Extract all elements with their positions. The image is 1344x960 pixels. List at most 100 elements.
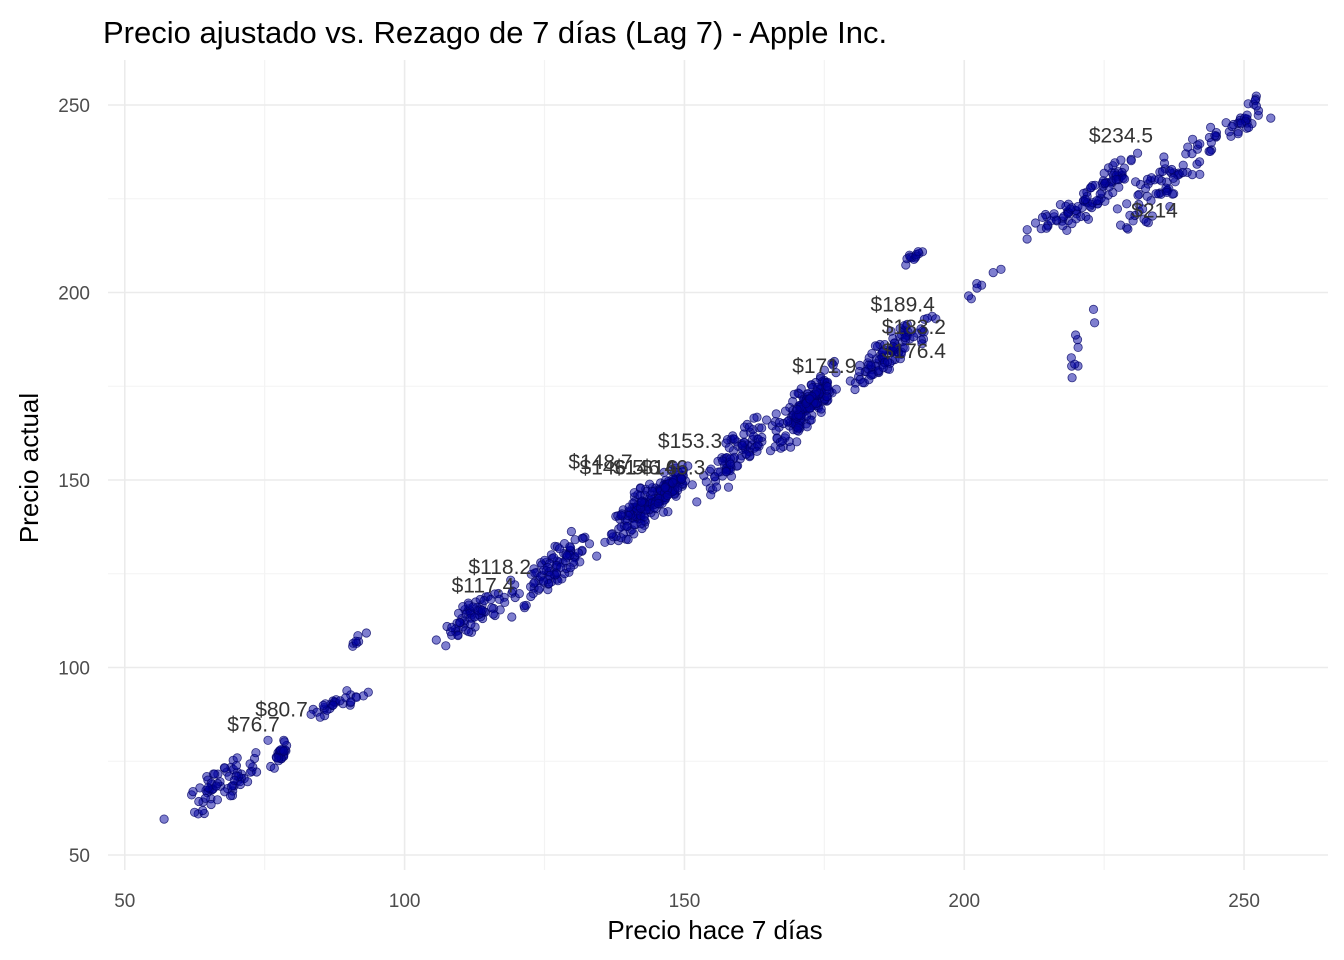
data-point [796, 384, 806, 394]
point-annotation: $146.6 [613, 456, 677, 479]
point-annotation: $234.5 [1089, 125, 1153, 148]
x-tick-label: 200 [948, 891, 980, 912]
data-point [1067, 373, 1077, 383]
data-point [870, 341, 881, 351]
data-point [900, 343, 910, 353]
x-tick-label: 50 [114, 891, 135, 912]
data-point [470, 612, 480, 622]
axis-ticks: 50 100 150 200 250 50 100 150 200 250 [58, 96, 1260, 912]
data-point [913, 247, 923, 257]
data-point [543, 562, 553, 573]
data-point [1178, 167, 1188, 178]
data-point [279, 746, 289, 756]
data-point [447, 622, 457, 633]
data-point [1123, 224, 1133, 234]
data-point [194, 796, 204, 807]
data-point [741, 449, 751, 459]
data-point [1037, 212, 1048, 222]
data-point [858, 377, 868, 388]
data-point [793, 423, 803, 433]
data-point [662, 490, 673, 501]
data-point [1162, 187, 1172, 197]
data-point [780, 431, 791, 441]
data-point [1114, 182, 1124, 192]
data-point [1030, 218, 1041, 228]
data-point [1266, 113, 1276, 123]
data-point [725, 459, 736, 469]
data-point [1049, 209, 1059, 219]
data-point [1138, 204, 1148, 214]
data-point [431, 635, 441, 645]
data-point [771, 409, 781, 419]
data-point [972, 283, 982, 293]
data-point [1210, 131, 1220, 141]
data-point [1233, 129, 1243, 139]
data-point [1090, 180, 1100, 190]
data-point [519, 601, 529, 611]
data-point [1165, 202, 1175, 212]
data-point [500, 597, 510, 608]
y-tick-label: 200 [58, 284, 90, 305]
data-point [692, 497, 702, 507]
data-point [556, 562, 566, 572]
data-point [1058, 221, 1068, 231]
point-annotation: $146.5 [580, 456, 644, 479]
data-point [831, 384, 841, 394]
data-point [1090, 318, 1100, 328]
data-point [358, 691, 368, 701]
data-point [565, 563, 576, 573]
data-point [1236, 119, 1246, 129]
data-point [486, 594, 496, 605]
data-point [880, 339, 890, 350]
data-point [1041, 223, 1052, 233]
y-tick-label: 250 [58, 96, 90, 117]
data-point [622, 521, 632, 532]
data-point [534, 583, 545, 593]
data-point [1159, 152, 1169, 162]
grid-lines [108, 60, 1328, 870]
data-point [647, 486, 657, 496]
data-point [785, 442, 796, 452]
data-point [206, 799, 216, 810]
data-point [866, 370, 876, 380]
data-point [1188, 134, 1198, 144]
data-point [210, 769, 220, 779]
data-point [487, 603, 497, 613]
data-point [454, 617, 465, 628]
data-point [318, 700, 328, 711]
data-point [888, 342, 899, 352]
data-point [802, 422, 812, 432]
data-point [616, 510, 626, 520]
data-point [1205, 146, 1215, 156]
point-annotation: $80.7 [255, 698, 308, 721]
data-point [1168, 173, 1179, 183]
data-point [243, 777, 253, 787]
data-point [453, 608, 464, 618]
data-point [701, 477, 711, 487]
data-point [279, 737, 289, 747]
data-point [1195, 139, 1205, 149]
data-point [190, 807, 200, 817]
data-point [789, 389, 799, 399]
data-point [361, 628, 371, 638]
data-point [1227, 121, 1237, 132]
data-point [668, 478, 678, 488]
data-point [1073, 202, 1083, 212]
data-point [757, 423, 767, 433]
data-point [1061, 201, 1071, 211]
data-point [1251, 101, 1262, 111]
data-point [917, 339, 927, 349]
data-point [658, 507, 669, 517]
data-point [507, 612, 517, 622]
data-point [272, 753, 282, 763]
data-point [744, 422, 754, 432]
data-point [315, 712, 325, 722]
y-tick-label: 100 [58, 659, 90, 680]
data-point [963, 291, 974, 301]
data-point [687, 480, 697, 490]
data-point [1092, 196, 1102, 206]
data-point [902, 319, 912, 329]
x-tick-label: 100 [389, 891, 421, 912]
